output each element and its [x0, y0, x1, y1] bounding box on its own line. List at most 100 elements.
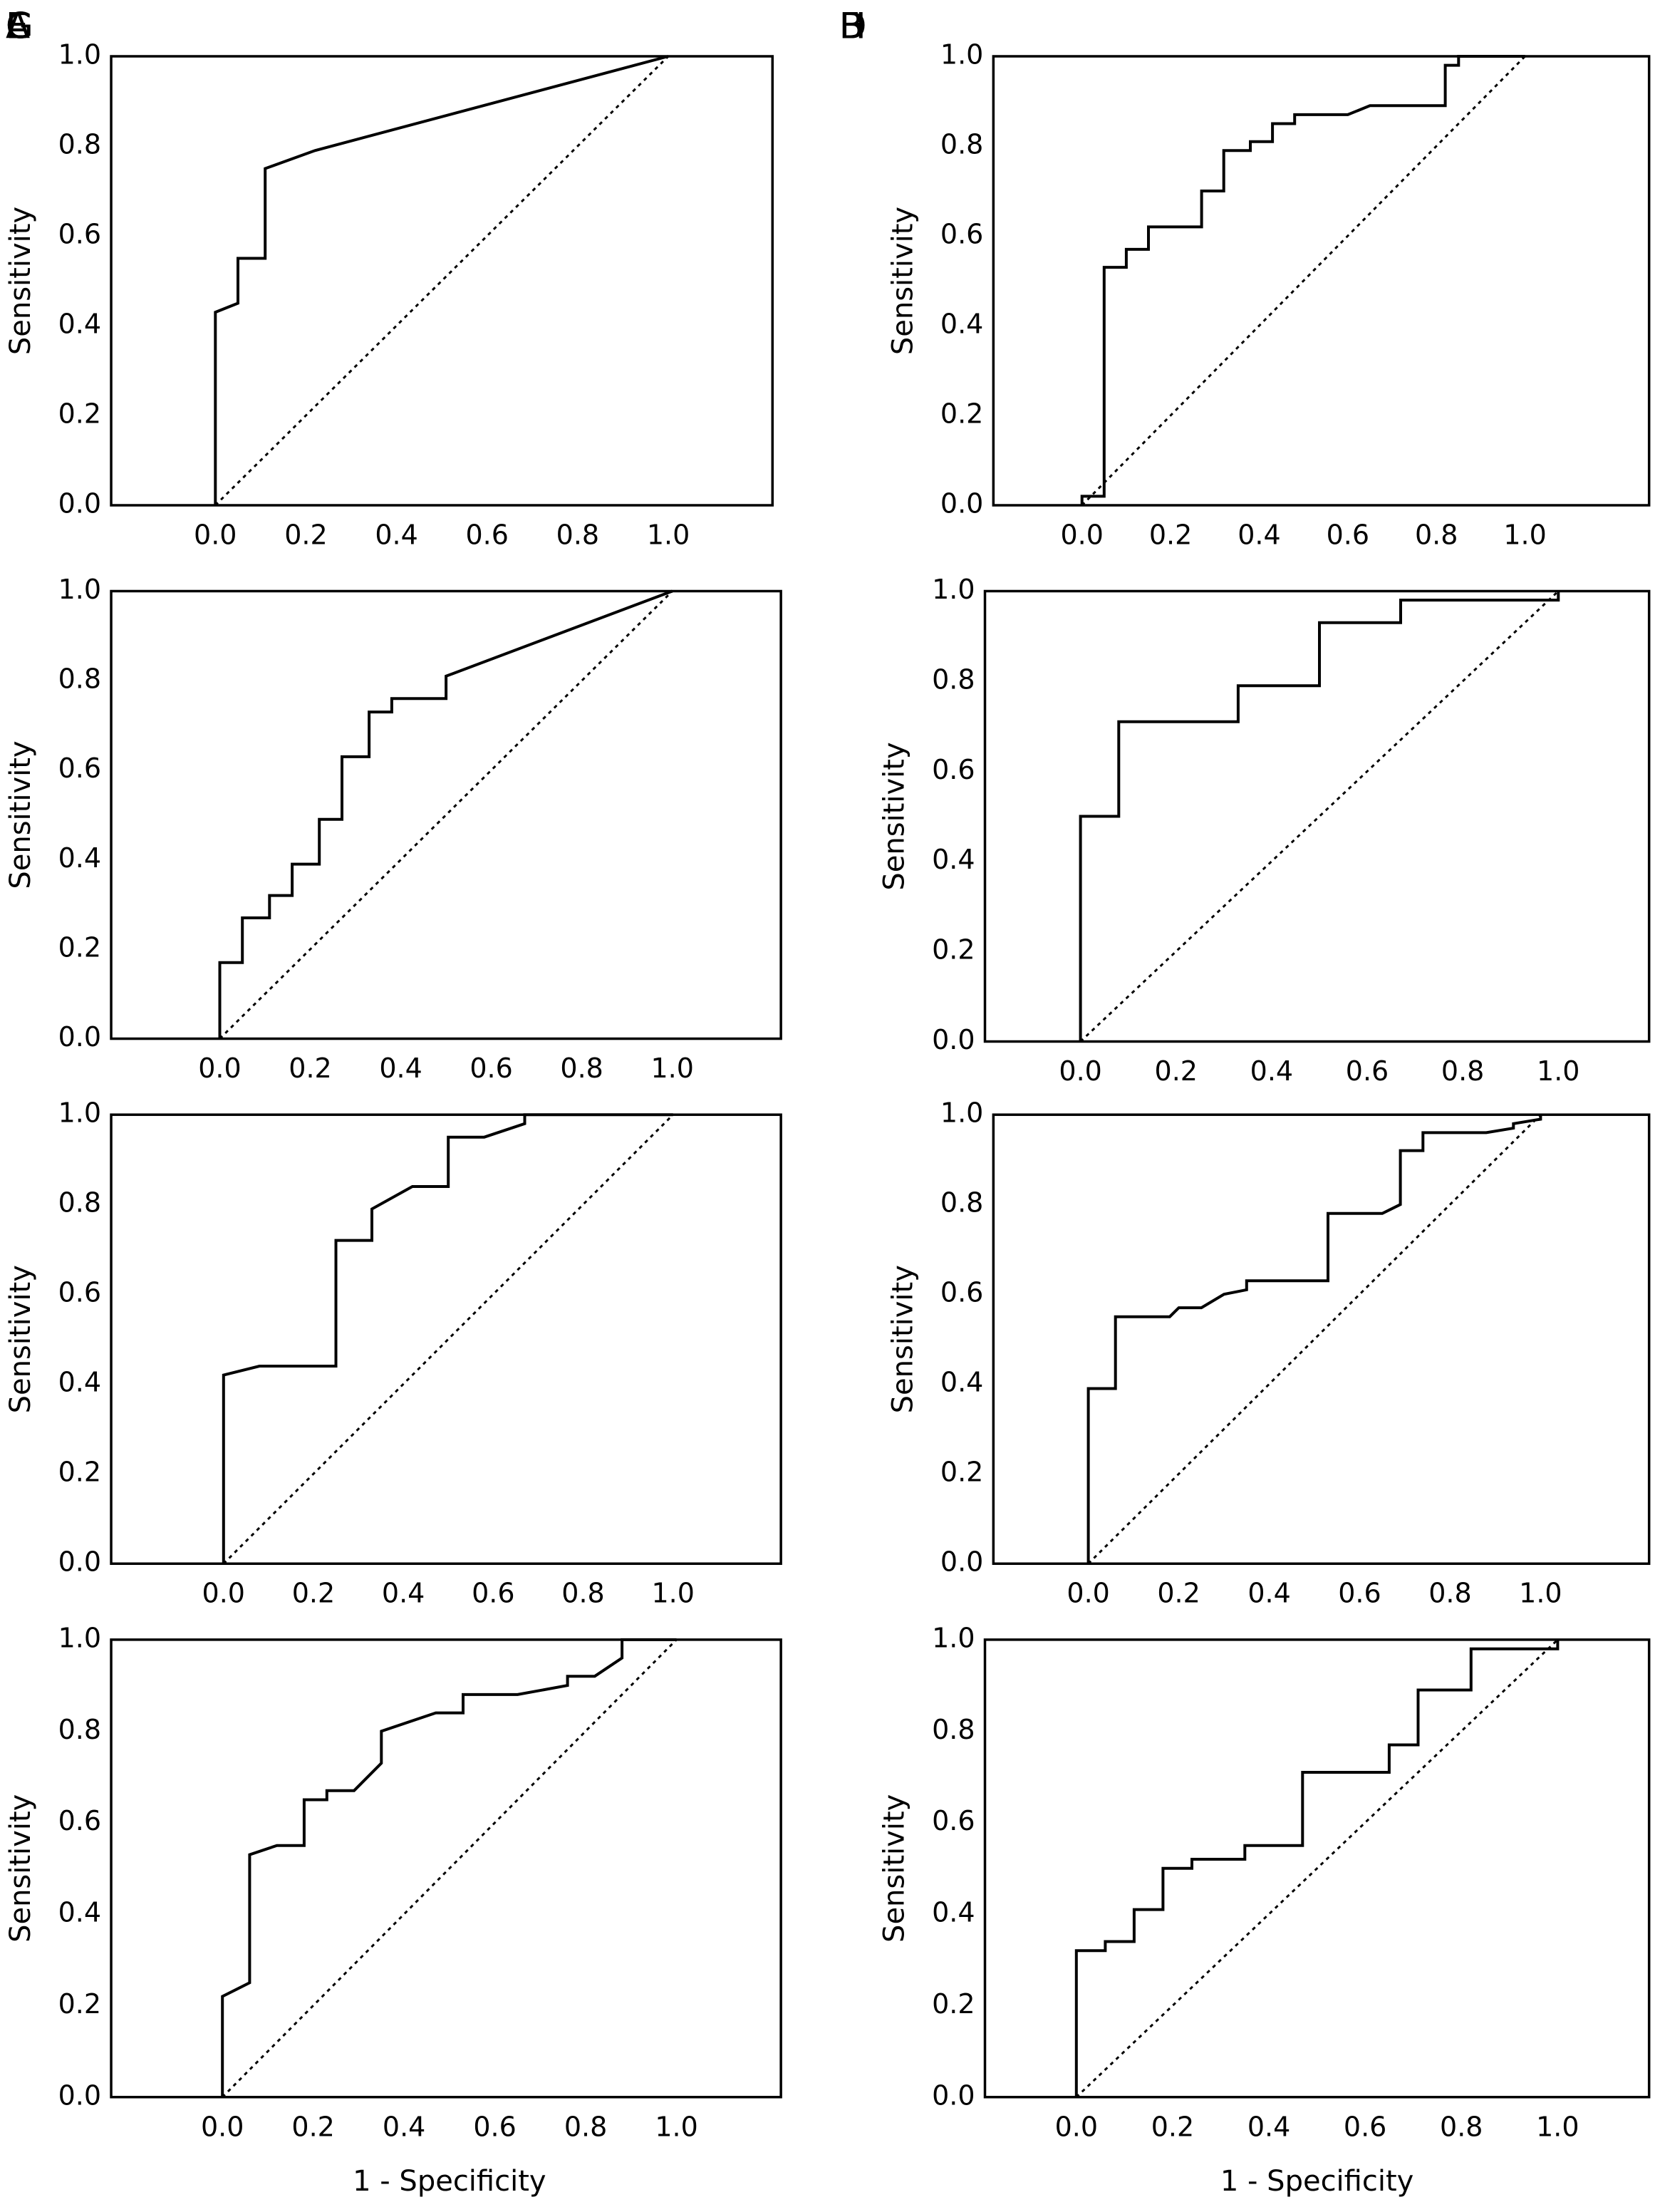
- panel-letter: C: [6, 6, 31, 47]
- panel-letter: F: [839, 6, 860, 47]
- x-tick-label: 0.0: [1059, 1055, 1101, 1087]
- y-axis-label: Sensitivity: [4, 207, 37, 355]
- x-tick-label: 0.8: [1440, 2111, 1483, 2142]
- y-tick-label: 0.6: [940, 1277, 983, 1308]
- panel-letter: H: [839, 6, 866, 47]
- x-tick-label: 0.8: [560, 1053, 603, 1084]
- panel-letter: E: [6, 6, 28, 47]
- y-tick-label: 0.2: [932, 1988, 975, 2020]
- y-tick-label: 1.0: [932, 574, 975, 605]
- x-tick-label: 0.0: [1061, 520, 1104, 551]
- x-tick-label: 0.8: [561, 1578, 604, 1609]
- y-tick-label: 0.0: [940, 1546, 983, 1578]
- x-tick-label: 0.6: [1346, 1055, 1389, 1087]
- x-tick-label: 1.0: [655, 2111, 697, 2142]
- y-tick-label: 0.0: [58, 1021, 101, 1053]
- x-tick-label: 0.4: [1247, 2111, 1290, 2142]
- y-tick-label: 0.8: [58, 663, 101, 695]
- x-tick-label: 0.0: [201, 2111, 244, 2142]
- roc-curve: [1074, 1639, 1560, 2097]
- x-tick-label: 0.0: [198, 1053, 241, 1084]
- y-tick-label: 0.2: [58, 931, 101, 963]
- x-tick-label: 0.6: [469, 1053, 512, 1084]
- y-axis-label: Sensitivity: [4, 1265, 37, 1413]
- y-tick-label: 1.0: [58, 1622, 101, 1653]
- x-tick-label: 0.0: [1055, 2111, 1098, 2142]
- y-tick-label: 0.0: [932, 2079, 975, 2111]
- y-tick-label: 0.0: [940, 488, 983, 520]
- x-tick-label: 0.2: [1157, 1578, 1200, 1609]
- plot-frame: [110, 1113, 782, 1565]
- x-tick-label: 0.6: [1327, 520, 1369, 551]
- roc-curve: [214, 55, 669, 505]
- y-tick-label: 0.0: [932, 1024, 975, 1055]
- y-tick-label: 0.4: [932, 1897, 975, 1928]
- y-tick-label: 0.4: [932, 844, 975, 875]
- y-axis-label: Sensitivity: [878, 742, 911, 890]
- y-tick-label: 0.4: [940, 1367, 983, 1398]
- reference-line: [222, 1114, 674, 1565]
- roc-curve: [1080, 55, 1525, 505]
- x-tick-label: 1.0: [650, 1053, 693, 1084]
- y-tick-label: 0.0: [58, 1546, 101, 1578]
- y-tick-label: 1.0: [932, 1622, 975, 1653]
- x-tick-label: 0.6: [472, 1578, 514, 1609]
- x-tick-label: 0.0: [1067, 1578, 1109, 1609]
- y-tick-label: 0.6: [940, 219, 983, 250]
- y-tick-label: 0.2: [932, 934, 975, 966]
- x-axis-label: 1 - Specificity: [353, 2165, 546, 2198]
- x-tick-label: 1.0: [1519, 1578, 1562, 1609]
- x-tick-label: 0.2: [1155, 1055, 1198, 1087]
- y-tick-label: 0.4: [58, 1367, 101, 1398]
- y-tick-label: 0.8: [58, 1187, 101, 1219]
- y-tick-label: 0.8: [58, 1714, 101, 1745]
- y-tick-label: 0.6: [932, 754, 975, 785]
- y-tick-label: 0.0: [58, 2079, 101, 2111]
- x-tick-label: 0.6: [466, 520, 509, 551]
- x-tick-label: 0.2: [1149, 520, 1192, 551]
- plot-frame: [983, 589, 1651, 1043]
- y-tick-label: 0.4: [58, 1897, 101, 1928]
- y-tick-label: 0.2: [58, 1457, 101, 1488]
- y-tick-label: 0.8: [58, 129, 101, 160]
- y-tick-label: 1.0: [58, 39, 101, 71]
- y-tick-label: 0.0: [58, 488, 101, 520]
- y-tick-label: 0.6: [58, 1805, 101, 1836]
- x-tick-label: 0.8: [564, 2111, 607, 2142]
- x-tick-label: 0.8: [1441, 1055, 1484, 1087]
- x-tick-label: 0.2: [1151, 2111, 1194, 2142]
- y-tick-label: 0.6: [58, 1277, 101, 1308]
- x-tick-label: 0.4: [382, 1578, 425, 1609]
- x-tick-label: 0.6: [473, 2111, 516, 2142]
- x-tick-label: 0.4: [383, 2111, 425, 2142]
- plot-frame: [992, 55, 1651, 507]
- y-tick-label: 0.8: [932, 663, 975, 695]
- plot-frame: [110, 1638, 782, 2099]
- x-tick-label: 0.2: [291, 2111, 334, 2142]
- x-tick-label: 0.4: [1250, 1055, 1293, 1087]
- x-tick-label: 0.4: [1238, 520, 1280, 551]
- x-tick-label: 1.0: [651, 1578, 694, 1609]
- y-axis-label: Sensitivity: [886, 1265, 919, 1413]
- x-tick-label: 0.4: [375, 520, 417, 551]
- y-tick-label: 0.6: [58, 753, 101, 784]
- x-tick-label: 1.0: [1536, 2111, 1579, 2142]
- x-tick-label: 1.0: [1503, 520, 1546, 551]
- reference-line: [219, 590, 673, 1040]
- x-axis-label: 1 - Specificity: [1220, 2165, 1413, 2198]
- y-axis-label: Sensitivity: [4, 740, 37, 889]
- y-tick-label: 0.6: [932, 1805, 975, 1836]
- x-tick-label: 0.4: [1247, 1578, 1290, 1609]
- panel-letter: D: [839, 6, 867, 47]
- y-tick-label: 1.0: [58, 574, 101, 605]
- plot-frame: [110, 55, 774, 507]
- x-tick-label: 0.2: [289, 1053, 331, 1084]
- x-tick-label: 0.6: [1338, 1578, 1381, 1609]
- x-tick-label: 0.0: [202, 1578, 245, 1609]
- roc-curve: [1086, 1115, 1542, 1564]
- x-tick-label: 0.2: [292, 1578, 335, 1609]
- reference-line: [214, 55, 670, 507]
- plot-frame: [983, 1638, 1651, 2099]
